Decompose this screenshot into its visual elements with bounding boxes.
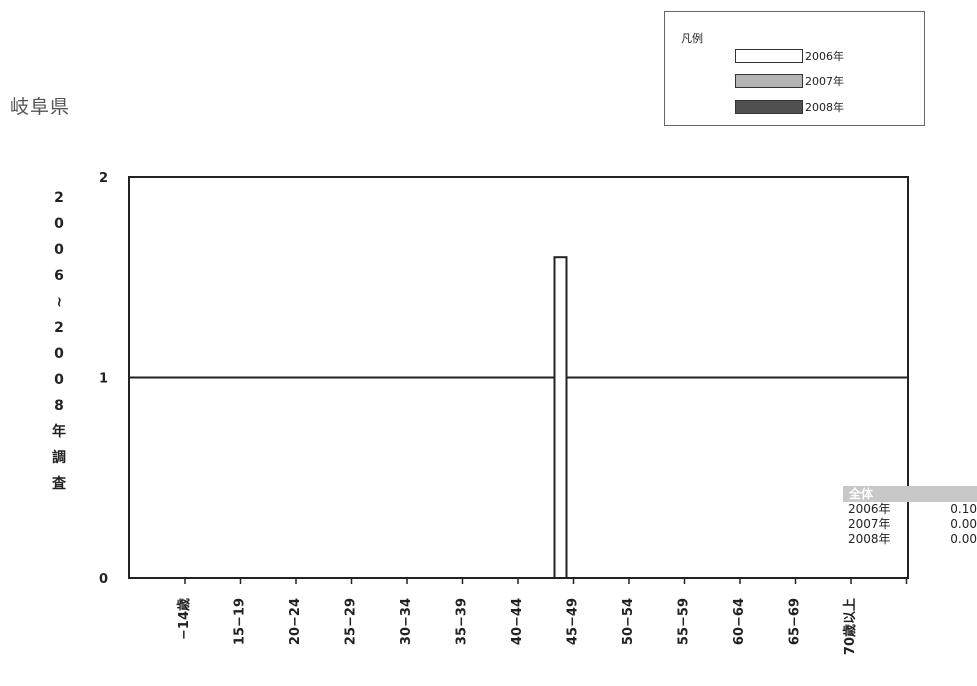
legend-label-2006: 2006年 <box>805 50 844 63</box>
prefecture-title: 岐阜県 <box>10 96 71 118</box>
y-axis-label-char: 0 <box>54 346 64 362</box>
x-tick-label: 45−49 <box>566 598 581 645</box>
x-tick-label: 40−44 <box>510 598 525 645</box>
y-axis-label-char: 年 <box>52 424 66 440</box>
summary-table: 全体 2006年 0.10 2007年 0.00 2008年 0.00 <box>843 486 977 547</box>
summary-row: 2008年 0.00 <box>843 532 977 547</box>
y-axis-label-char: 0 <box>54 372 64 388</box>
x-tick-label: 30−34 <box>399 598 414 645</box>
summary-year: 2008年 <box>848 532 891 546</box>
y-tick-label: 1 <box>99 372 108 387</box>
y-axis-label-char: 6 <box>54 268 64 284</box>
x-tick-label: −14歳 <box>176 598 192 640</box>
legend-label-2007: 2007年 <box>805 75 844 88</box>
summary-title: 全体 <box>843 486 977 502</box>
y-axis-label-char: 2 <box>54 190 64 206</box>
legend-item-2007: 2007年 <box>735 72 844 90</box>
legend-label-2008: 2008年 <box>805 101 844 114</box>
legend: 凡例 2006年 2007年 2008年 <box>664 11 925 126</box>
legend-item-2006: 2006年 <box>735 47 844 65</box>
x-tick-label: 60−64 <box>732 598 747 645</box>
legend-swatch-2008 <box>735 100 803 114</box>
y-axis-label: 2 0 0 6 ~2 0 0 8 年調査 <box>48 185 70 497</box>
y-axis-label-char: 査 <box>52 476 66 492</box>
summary-value: 0.00 <box>950 532 977 546</box>
x-tick-label: 65−69 <box>788 598 803 645</box>
x-tick-label: 70歳以上 <box>842 598 858 655</box>
bar <box>553 256 568 579</box>
summary-year: 2006年 <box>848 502 891 516</box>
y-axis-label-char: 8 <box>54 398 64 414</box>
y-axis-label-char: 0 <box>54 242 64 258</box>
x-tick-label: 20−24 <box>288 598 303 645</box>
y-axis-label-char: 2 <box>54 320 64 336</box>
x-tick-label: 35−39 <box>455 598 470 645</box>
summary-value: 0.00 <box>950 517 977 531</box>
summary-value: 0.10 <box>950 502 977 516</box>
y-axis-label-char: 調 <box>52 450 66 466</box>
y-axis-label-char: 0 <box>54 216 64 232</box>
x-tick-label: 15−19 <box>233 598 248 645</box>
legend-title: 凡例 <box>681 32 703 45</box>
legend-swatch-2006 <box>735 49 803 63</box>
x-tick-label: 50−54 <box>621 598 636 645</box>
y-tick-label: 2 <box>99 171 108 186</box>
summary-row: 2007年 0.00 <box>843 517 977 532</box>
legend-swatch-2007 <box>735 74 803 88</box>
x-tick-label: 25−29 <box>344 598 359 645</box>
legend-item-2008: 2008年 <box>735 98 844 116</box>
summary-year: 2007年 <box>848 517 891 531</box>
summary-row: 2006年 0.10 <box>843 502 977 517</box>
x-tick-label: 55−59 <box>677 598 692 645</box>
y-tick-label: 0 <box>99 572 108 587</box>
